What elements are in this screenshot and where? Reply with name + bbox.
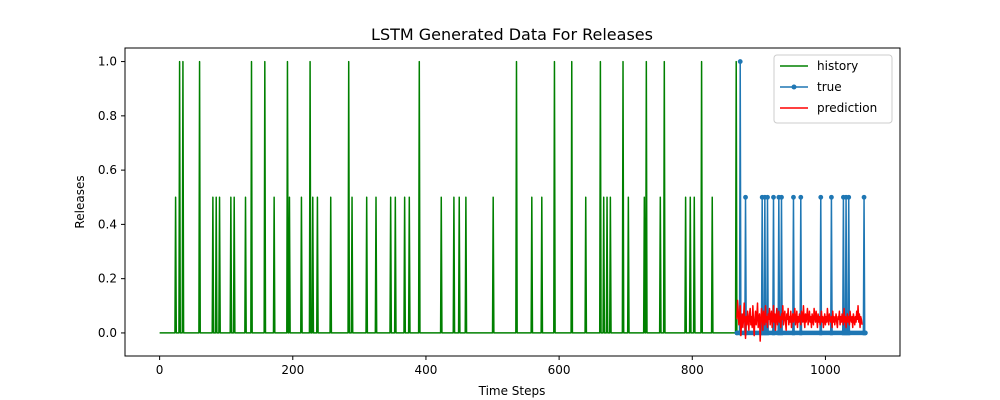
x-axis-label: Time Steps — [478, 384, 546, 398]
y-tick-label: 0.6 — [98, 163, 117, 177]
data-point-true — [791, 194, 796, 200]
legend: history true prediction — [773, 54, 893, 124]
y-tick-label: 0.4 — [98, 217, 117, 231]
data-point-true — [818, 194, 824, 200]
y-tick-label: 0.0 — [98, 326, 117, 340]
y-tick-label: 0.2 — [98, 272, 117, 286]
x-tick-label: 200 — [281, 363, 304, 377]
data-point-true — [798, 194, 804, 200]
legend-label-prediction: prediction — [817, 101, 877, 115]
y-tick-label: 1.0 — [98, 55, 117, 69]
data-point-true — [743, 194, 748, 200]
legend-box — [773, 54, 893, 124]
x-tick-label: 600 — [548, 363, 571, 377]
legend-marker-true — [791, 84, 797, 90]
legend-label-true: true — [817, 80, 842, 94]
x-tick-label: 1000 — [810, 363, 841, 377]
y-tick-label: 0.8 — [98, 109, 117, 123]
x-tick-label: 800 — [681, 363, 704, 377]
data-point-true — [829, 194, 834, 200]
x-tick-label: 0 — [156, 363, 164, 377]
data-point-true — [846, 194, 852, 200]
data-point-true — [863, 330, 868, 336]
series-line-history — [159, 60, 738, 334]
x-tick-label: 400 — [414, 363, 437, 377]
plot-frame — [124, 47, 901, 357]
x-axis: 0 200 400 600 800 1000 — [156, 356, 841, 377]
data-point-true — [861, 194, 867, 200]
data-point-true — [737, 59, 743, 64]
chart-title: LSTM Generated Data For Releases — [371, 25, 653, 44]
series-line-prediction — [736, 299, 863, 342]
y-axis: 0.0 0.2 0.4 0.6 0.8 1.0 — [98, 55, 125, 340]
series-layer — [159, 59, 868, 342]
data-point-true — [779, 194, 784, 200]
y-axis-label: Releases — [73, 175, 87, 228]
data-point-true — [765, 194, 770, 200]
legend-label-history: history — [817, 59, 858, 73]
data-point-true — [771, 194, 776, 200]
